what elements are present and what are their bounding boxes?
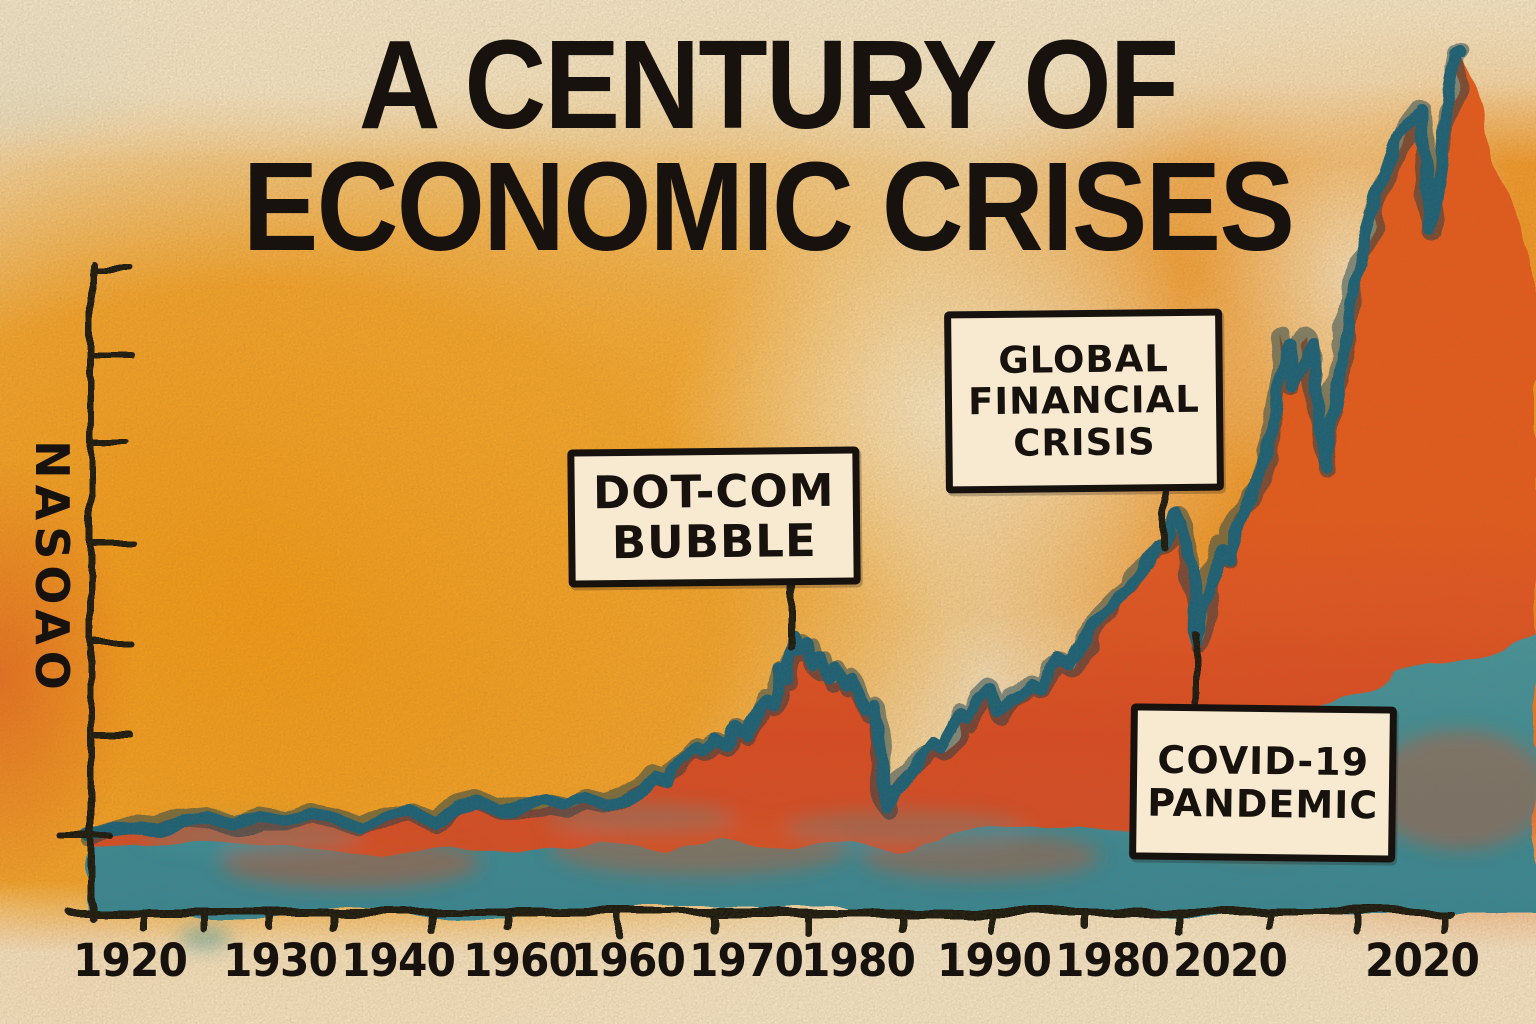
x-axis-label: 1990: [937, 934, 1052, 987]
annotation-line: BUBBLE: [611, 513, 817, 570]
annotation-line: COVID-19: [1157, 738, 1370, 785]
x-axis-label: 1980: [801, 934, 916, 987]
x-axis-label: 1920: [73, 934, 188, 987]
x-axis-label: 1940: [341, 934, 456, 987]
annotation-line: FINANCIAL: [967, 378, 1201, 424]
x-axis-label: 1960: [463, 934, 578, 987]
annotation-line: DOT-COM: [592, 463, 835, 519]
annotation-line: CRISIS: [1012, 419, 1156, 465]
y-axis-label: NASOAO: [25, 440, 79, 696]
title-line-1: A CENTURY OF: [358, 14, 1179, 155]
x-axis-label: 1960: [571, 934, 686, 987]
x-axis-labels: 1920 1930 1940 1960 1960 1970 1980 1990 1980 2020…: [0, 934, 1536, 996]
annotation-box-covid19-pandemic: COVID-19 PANDEMIC: [1129, 703, 1397, 863]
poster-title: A CENTURY OF ECONOMIC CRISES: [77, 14, 1459, 278]
annotation-line: GLOBAL: [998, 336, 1170, 382]
annotation-box-dotcom-bubble: DOT-COM BUBBLE: [567, 446, 861, 588]
x-axis-label: 1970: [689, 934, 804, 987]
x-axis-label: 2020: [1365, 934, 1480, 987]
annotation-box-global-financial-crisis: GLOBAL FINANCIAL CRISIS: [944, 308, 1224, 494]
x-axis-label: 1930: [223, 934, 338, 987]
annotation-line: PANDEMIC: [1147, 780, 1379, 828]
x-axis-label: 2020: [1173, 934, 1288, 987]
x-axis-label: 1980: [1055, 934, 1170, 987]
title-line-2: ECONOMIC CRISES: [242, 136, 1295, 278]
